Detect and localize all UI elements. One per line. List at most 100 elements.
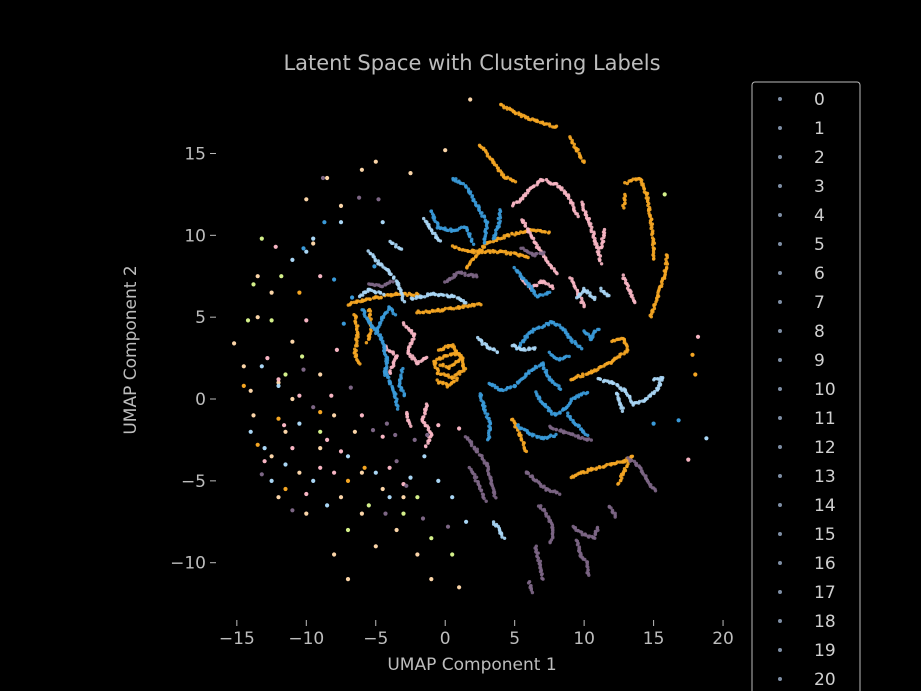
curve-point-orange	[505, 175, 510, 179]
curve-point-orange	[547, 230, 551, 234]
curve-point-lightblue	[492, 348, 497, 352]
scatter-point-peach	[373, 159, 378, 164]
curve-point-purple	[380, 284, 384, 289]
curve-point-orange	[526, 255, 530, 260]
curve-point-pink	[532, 184, 536, 188]
curve-point-blue	[505, 386, 510, 390]
scatter-point-lightblue	[325, 503, 330, 508]
scatter-point-pink	[304, 318, 309, 323]
scatter-point-purple	[311, 405, 316, 410]
legend-marker	[778, 677, 782, 681]
curve-point-blue	[396, 404, 400, 408]
curve-point-pink	[582, 304, 586, 309]
curve-point-blue	[519, 426, 524, 430]
curve-point-purple	[587, 437, 591, 441]
curve-point-pink	[413, 358, 417, 362]
curve-point-orange	[519, 433, 523, 438]
legend-entry: 17	[814, 583, 836, 603]
curve-point-orange	[454, 245, 458, 249]
curve-point-lightblue	[430, 228, 434, 233]
curve-point-lightblue	[659, 375, 663, 380]
curve-point-lightblue	[391, 241, 395, 245]
curve-point-pink	[420, 417, 424, 422]
legend-marker	[778, 648, 782, 652]
curve-point-blue	[501, 388, 505, 393]
curve-point-orange	[449, 375, 454, 380]
curve-point-orange	[354, 316, 358, 320]
scatter-point-orange	[276, 416, 281, 421]
legend-marker	[778, 590, 782, 594]
scatter-point-lightblue	[311, 236, 316, 241]
curve-point-purple	[589, 438, 593, 442]
curve-point-lightblue	[533, 346, 537, 350]
curve-point-orange	[622, 206, 626, 210]
curve-point-blue	[469, 239, 474, 243]
curve-point-purple	[554, 427, 558, 432]
curve-point-purple	[609, 506, 613, 510]
scatter-point-peach	[297, 470, 302, 475]
scatter-point-lightblue	[422, 454, 427, 459]
curve-point-pink	[402, 323, 406, 327]
curve-point-pink	[526, 188, 530, 192]
scatter-point-pink	[332, 470, 337, 475]
curve-point-blue	[486, 438, 490, 442]
curve-point-orange	[521, 443, 526, 447]
curve-point-orange	[368, 309, 373, 313]
legend-entry: 4	[814, 206, 825, 226]
curve-point-lightblue	[655, 377, 659, 381]
curve-point-pink	[523, 224, 528, 228]
curve-point-purple	[548, 489, 553, 494]
curve-point-lightblue	[499, 532, 504, 537]
scatter-point-blue	[676, 418, 681, 423]
scatter-point-peach	[415, 552, 420, 557]
curve-point-lightblue	[399, 247, 404, 251]
scatter-point-lightblue	[704, 436, 709, 441]
curve-point-pink	[535, 283, 539, 288]
scatter-point-purple	[348, 385, 353, 390]
curve-point-pink	[566, 196, 571, 200]
y-tick-label: 15	[184, 144, 206, 164]
curve-point-orange	[595, 466, 599, 470]
curve-point-orange	[623, 460, 627, 464]
curve-point-blue	[383, 367, 387, 371]
scatter-point-orange	[241, 383, 246, 388]
curve-point-lightblue	[523, 348, 527, 352]
curve-point-pink	[546, 260, 550, 264]
scatter-point-lime	[401, 511, 406, 516]
curve-point-orange	[548, 124, 552, 128]
curve-point-blue	[558, 410, 562, 414]
curve-point-blue	[527, 369, 531, 373]
curve-point-purple	[539, 573, 544, 577]
curve-point-orange	[438, 363, 442, 367]
curve-point-lightblue	[652, 378, 656, 382]
legend-marker	[778, 619, 782, 623]
curve-point-orange	[652, 304, 656, 308]
curve-point-blue	[593, 329, 597, 334]
curve-point-lightblue	[656, 386, 661, 391]
curve-point-blue	[368, 321, 373, 325]
scatter-point-peach	[248, 388, 253, 393]
curve-point-orange	[471, 257, 475, 261]
scatter-point-peach	[318, 446, 323, 451]
curve-point-purple	[526, 581, 531, 585]
scatter-point-pink	[276, 377, 281, 382]
legend-entry: 9	[814, 351, 825, 371]
scatter-point-lightblue	[345, 454, 351, 459]
curve-point-orange	[457, 247, 462, 251]
scatter-point-purple	[394, 459, 399, 464]
x-tick-label: −10	[288, 629, 324, 649]
curve-point-orange	[572, 142, 576, 146]
curve-point-lightblue	[592, 297, 597, 302]
curve-point-purple	[460, 271, 464, 275]
scatter-point-pink	[695, 334, 701, 339]
curve-point-orange	[356, 324, 360, 328]
curve-point-purple	[475, 450, 480, 454]
curve-point-blue	[554, 432, 558, 437]
curve-point-orange	[502, 106, 506, 110]
curve-point-orange	[472, 249, 476, 253]
curve-point-blue	[387, 375, 391, 379]
curve-point-purple	[473, 473, 477, 477]
y-tick-label: 10	[184, 226, 206, 246]
curve-point-orange	[452, 379, 456, 384]
scatter-point-lime	[245, 318, 251, 323]
